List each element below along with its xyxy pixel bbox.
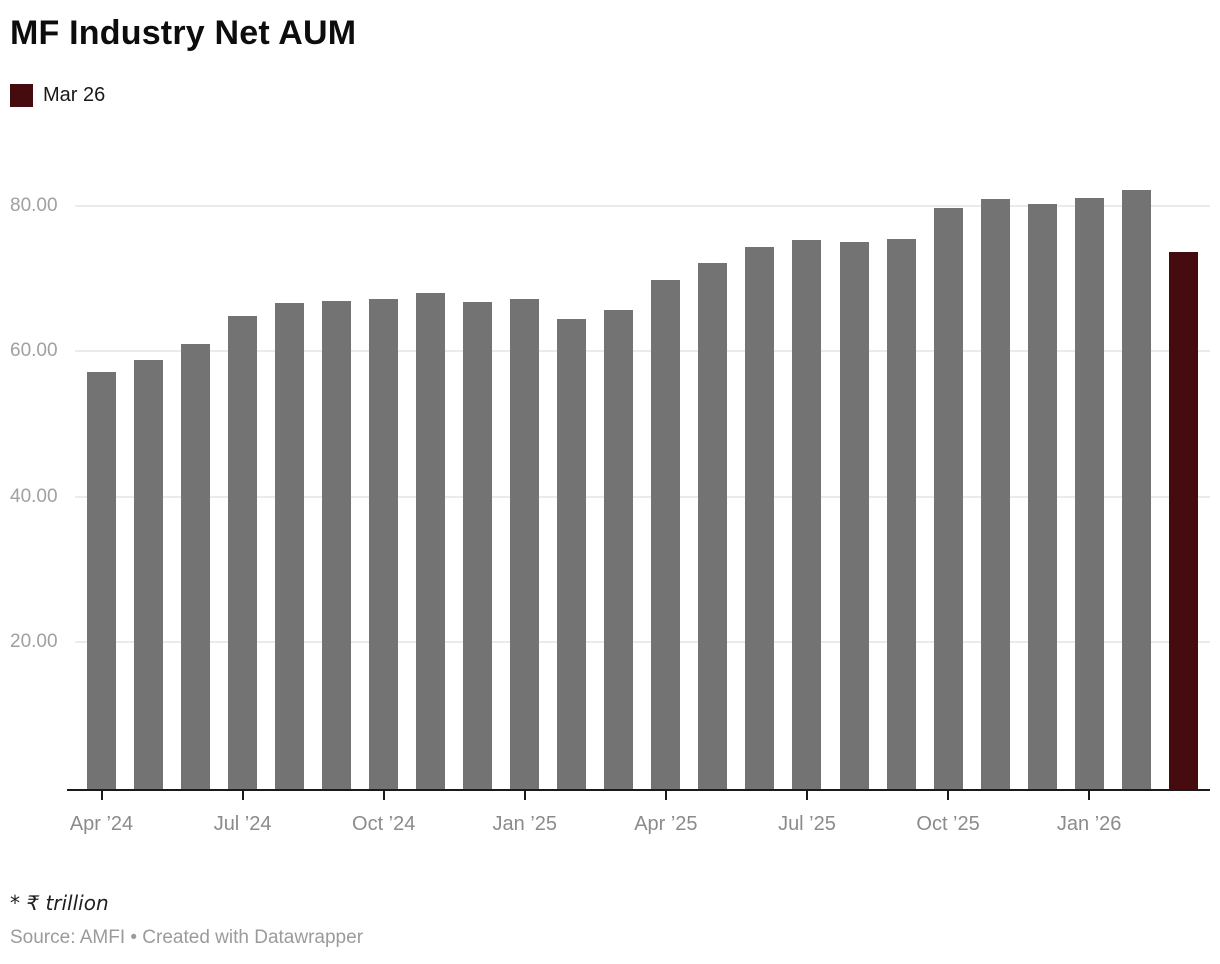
- bar-sep-2025[interactable]: [886, 238, 916, 789]
- x-axis-slot: [181, 791, 210, 841]
- bar-aug-2025[interactable]: [839, 241, 869, 789]
- gridline: [75, 641, 1210, 644]
- y-axis-labels: 20.00 40.00 60.00 80.00: [0, 144, 75, 789]
- x-axis-slot: [275, 791, 304, 841]
- x-axis-line: [67, 789, 1210, 791]
- bar-jan-2026[interactable]: [1074, 198, 1104, 789]
- x-axis-slot: [416, 791, 445, 841]
- bar-apr-2025[interactable]: [651, 279, 681, 789]
- bar-may-2024[interactable]: [134, 360, 164, 789]
- x-axis-slot: [840, 791, 869, 841]
- bar-apr-2024[interactable]: [87, 372, 116, 789]
- x-tick-label: Jul ’24: [213, 813, 272, 835]
- x-axis-slot: [698, 791, 727, 841]
- legend-label: Mar 26: [43, 83, 106, 106]
- x-axis-slot: Jan ’26: [1057, 791, 1121, 841]
- x-axis-slot: Apr ’24: [70, 791, 133, 841]
- bar-feb-2026[interactable]: [1121, 189, 1151, 789]
- y-tick-label: 60.00: [10, 340, 58, 362]
- x-tick-mark: [382, 791, 385, 800]
- x-tick-label: Apr ’24: [69, 813, 134, 835]
- x-tick-label: Oct ’24: [352, 813, 416, 835]
- gridline: [75, 204, 1210, 207]
- x-axis-slot: [1169, 791, 1198, 841]
- y-tick-label: 40.00: [10, 485, 58, 507]
- bar-chart: 20.00 40.00 60.00 80.00 Apr ’24 Jul ’24 Oct ’…: [0, 144, 1210, 841]
- x-axis-slot: [604, 791, 633, 841]
- legend-swatch: [10, 83, 33, 107]
- x-axis-slot: [887, 791, 916, 841]
- x-axis-slot: [1028, 791, 1057, 841]
- x-axis-slot: [1122, 791, 1151, 841]
- bar-mar-2026[interactable]: [1168, 251, 1198, 789]
- x-axis-slot: [463, 791, 492, 841]
- x-axis-slot: Oct ’24: [352, 791, 415, 841]
- x-tick-mark: [1088, 791, 1091, 800]
- footnote: * ₹ trillion: [10, 891, 109, 915]
- bar-mar-2025[interactable]: [604, 310, 634, 789]
- bar-jun-2025[interactable]: [745, 247, 775, 789]
- x-tick-mark: [947, 791, 950, 800]
- x-tick-mark: [241, 791, 244, 800]
- bar-dec-2025[interactable]: [1027, 203, 1057, 789]
- bars-layer: [75, 144, 1210, 789]
- x-axis-slot: [322, 791, 351, 841]
- bar-oct-2024[interactable]: [369, 299, 399, 789]
- x-axis-slot: Oct ’25: [916, 791, 980, 841]
- x-tick-label: Jul ’25: [778, 813, 836, 835]
- x-axis-slot: Jul ’25: [778, 791, 836, 841]
- bar-jun-2024[interactable]: [181, 343, 211, 789]
- y-tick-label: 80.00: [10, 194, 58, 216]
- x-axis-slot: [981, 791, 1010, 841]
- gridline: [75, 495, 1210, 498]
- x-tick-mark: [805, 791, 808, 800]
- x-axis-slot: Jul ’24: [214, 791, 272, 841]
- bar-aug-2024[interactable]: [275, 303, 305, 789]
- x-axis-slot: Apr ’25: [634, 791, 698, 841]
- x-tick-mark: [664, 791, 667, 800]
- gridline: [75, 350, 1210, 353]
- bar-dec-2024[interactable]: [463, 301, 493, 789]
- x-tick-mark: [100, 791, 103, 800]
- bar-may-2025[interactable]: [698, 263, 728, 789]
- bar-jul-2025[interactable]: [792, 240, 822, 789]
- chart-title: MF Industry Net AUM: [10, 14, 357, 52]
- bar-sep-2024[interactable]: [322, 300, 352, 789]
- x-axis-slot: Jan ’25: [493, 791, 557, 841]
- bar-feb-2025[interactable]: [557, 319, 587, 789]
- bar-nov-2024[interactable]: [416, 293, 446, 789]
- bar-jan-2025[interactable]: [510, 299, 540, 789]
- x-tick-label: Jan ’25: [492, 813, 558, 835]
- x-tick-label: Jan ’26: [1056, 813, 1122, 835]
- legend: Mar 26: [10, 83, 1220, 107]
- source-line: Source: AMFI • Created with Datawrapper: [10, 927, 364, 948]
- x-tick-label: Oct ’25: [916, 813, 980, 835]
- bar-oct-2025[interactable]: [933, 207, 963, 789]
- x-axis-slot: [557, 791, 586, 841]
- y-tick-label: 20.00: [10, 631, 58, 653]
- x-axis: Apr ’24 Jul ’24 Oct ’24 Jan ’25 Apr ’25 Jul ’…: [70, 791, 1210, 841]
- x-tick-mark: [523, 791, 526, 800]
- bar-jul-2024[interactable]: [228, 316, 258, 789]
- bar-nov-2025[interactable]: [980, 199, 1010, 789]
- plot-area: [75, 144, 1210, 789]
- x-axis-slot: [745, 791, 774, 841]
- x-tick-label: Apr ’25: [634, 813, 698, 835]
- x-axis-slot: [134, 791, 163, 841]
